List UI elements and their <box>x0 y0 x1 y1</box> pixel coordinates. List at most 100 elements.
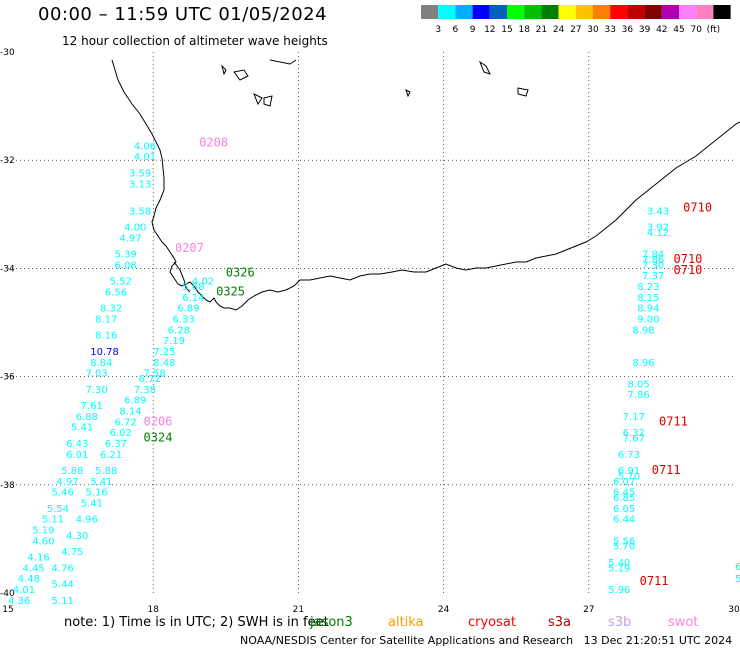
wave-height-value: 5.19 <box>608 563 630 574</box>
scale-swatch <box>696 5 714 19</box>
notes-bar: note: 1) Time is in UTC; 2) SWH is in fe… <box>64 615 698 630</box>
wave-height-value: 5.44 <box>52 580 74 591</box>
credit-org: NOAA/NESDIS Center for Satellite Applica… <box>240 634 574 647</box>
scale-swatch <box>575 5 593 19</box>
scale-swatch <box>679 5 697 19</box>
island-north-5 <box>269 59 297 65</box>
pass-time-s3a: 0711 <box>659 414 688 428</box>
graticule <box>8 52 734 593</box>
credit-line: NOAA/NESDIS Center for Satellite Applica… <box>240 634 732 647</box>
scale-swatch <box>438 5 456 19</box>
island-north-4 <box>263 95 273 107</box>
lon-tick-label: 21 <box>293 605 304 612</box>
wave-height-value: 7.86 <box>628 390 650 401</box>
wave-height-value: 6.07 <box>613 477 635 488</box>
lon-tick-label: 18 <box>147 605 159 612</box>
wave-height-value: 8.16 <box>95 331 117 342</box>
lon-tick-label: 15 <box>2 605 13 612</box>
scale-label: 15 <box>501 25 512 35</box>
wave-height-value: 8.48 <box>153 358 175 369</box>
mission-altika: altika <box>388 615 424 630</box>
wave-height-value: 5.41 <box>71 423 93 434</box>
wave-height-value: 6.14 <box>182 293 204 304</box>
lon-tick-label: 30 <box>728 605 740 612</box>
wave-height-value: 5.52 <box>110 277 132 288</box>
map-title: 00:00 – 11:59 UTC 01/05/2024 <box>38 4 328 25</box>
wave-height-value: 5.16 <box>85 488 107 499</box>
wave-height-value: 6.02 <box>110 428 132 439</box>
scale-swatch <box>541 5 559 19</box>
wave-height-value: 8.98 <box>632 325 654 336</box>
color-scale-legend: 3 6 9 12 15 18 21 24 27 30 33 36 39 42 45 70 (ft) <box>421 5 731 35</box>
scale-swatch <box>610 5 628 19</box>
wave-height-value: 7.38 <box>134 385 156 396</box>
lat-tick-label: -30 <box>0 48 15 58</box>
wave-height-value: 10.78 <box>90 347 119 358</box>
scale-label: 24 <box>553 25 565 35</box>
scale-label: (ft) <box>707 25 721 35</box>
wave-height-value: 6.72 <box>139 374 161 385</box>
wave-height-value: 4.01 <box>134 152 156 163</box>
scale-swatch <box>455 5 473 19</box>
wave-height-value: 4.01 <box>13 585 35 596</box>
lat-tick-label: -40 <box>0 589 15 599</box>
wave-height-value: 6.85 <box>613 493 635 504</box>
island-north-7 <box>405 89 411 98</box>
wave-height-value: 4.36 <box>8 596 30 607</box>
wave-height-value: 8.32 <box>100 304 122 315</box>
wave-height-value: 6.21 <box>100 450 122 461</box>
wave-height-value: 6.32 <box>623 428 645 439</box>
wave-height-value: 6.44 <box>613 515 635 526</box>
wave-height-value: 5.41 <box>90 477 112 488</box>
wave-height-value: 6.28 <box>168 325 190 336</box>
scale-swatch <box>661 5 679 19</box>
island-north-2 <box>233 69 249 81</box>
wave-height-value: 7.67 <box>623 434 645 445</box>
wave-height-value: 6.88 <box>76 412 98 423</box>
wave-height-value: 7.25 <box>153 347 175 358</box>
wave-height-value: 7.37 <box>642 271 664 282</box>
wave-height-value: 4.96 <box>76 515 98 526</box>
mission-swot: swot <box>668 615 698 630</box>
wave-height-value: 8.17 <box>95 315 117 326</box>
pass-time-swot: 0206 <box>144 414 173 428</box>
scale-label: 33 <box>604 25 615 35</box>
wave-height-value: 9.00 <box>637 315 659 326</box>
pass-time-s3a: 0711 <box>652 463 681 477</box>
wave-height-value: 4.02 <box>192 277 214 288</box>
wave-height-value: 5.70 <box>613 542 635 553</box>
wave-height-value: 7.17 <box>623 412 645 423</box>
coastline-west-south <box>111 59 740 311</box>
scale-label: 6 <box>453 25 459 35</box>
wave-height-value: 8.94 <box>637 304 659 315</box>
wave-height-value: 6.37 <box>105 439 127 450</box>
pass-time-s3a: 0710 <box>674 252 703 266</box>
wave-height-value: 4.16 <box>27 553 49 564</box>
wave-height-value: 7.58 <box>144 369 166 380</box>
satellite-pass-times: 0208020702060326032503240710071007100711… <box>144 136 713 588</box>
wave-height-value: 7.84 <box>642 250 664 261</box>
mission-legend: jason3 altika cryosat s3a s3b swot <box>309 615 698 630</box>
scale-label: 70 <box>690 25 702 35</box>
wave-height-value: 4.30 <box>66 531 88 542</box>
pass-time-jason3: 0326 <box>226 266 255 280</box>
scale-label: 36 <box>622 25 634 35</box>
wave-height-value: 5.39 <box>114 250 136 261</box>
wave-height-value: 6.91 <box>618 466 640 477</box>
island-north-6 <box>478 60 491 75</box>
lon-tick-label: 24 <box>438 605 450 612</box>
wave-height-value: 8.96 <box>632 358 654 369</box>
wave-height-value: 3.43 <box>647 206 669 217</box>
pass-time-jason3: 0325 <box>216 284 245 298</box>
wave-height-value: 5.88 <box>61 466 83 477</box>
wave-height-value: 3.59 <box>129 168 151 179</box>
coastline-cape-peninsula <box>173 261 191 293</box>
wave-height-value: 4.60 <box>32 536 54 547</box>
wave-height-value: 4.45 <box>23 563 45 574</box>
axis-labels: 15 18 21 24 27 30 -30 -32 -34 -36 -38 -40 <box>0 48 740 612</box>
wave-height-map: 15 18 21 24 27 30-30-32-34-36-38-40 4.064.013… <box>0 48 740 612</box>
wave-height-value: 8.84 <box>90 358 112 369</box>
scale-swatch <box>421 5 439 19</box>
wave-height-value: 4.97 <box>119 233 141 244</box>
coastline <box>111 59 740 311</box>
